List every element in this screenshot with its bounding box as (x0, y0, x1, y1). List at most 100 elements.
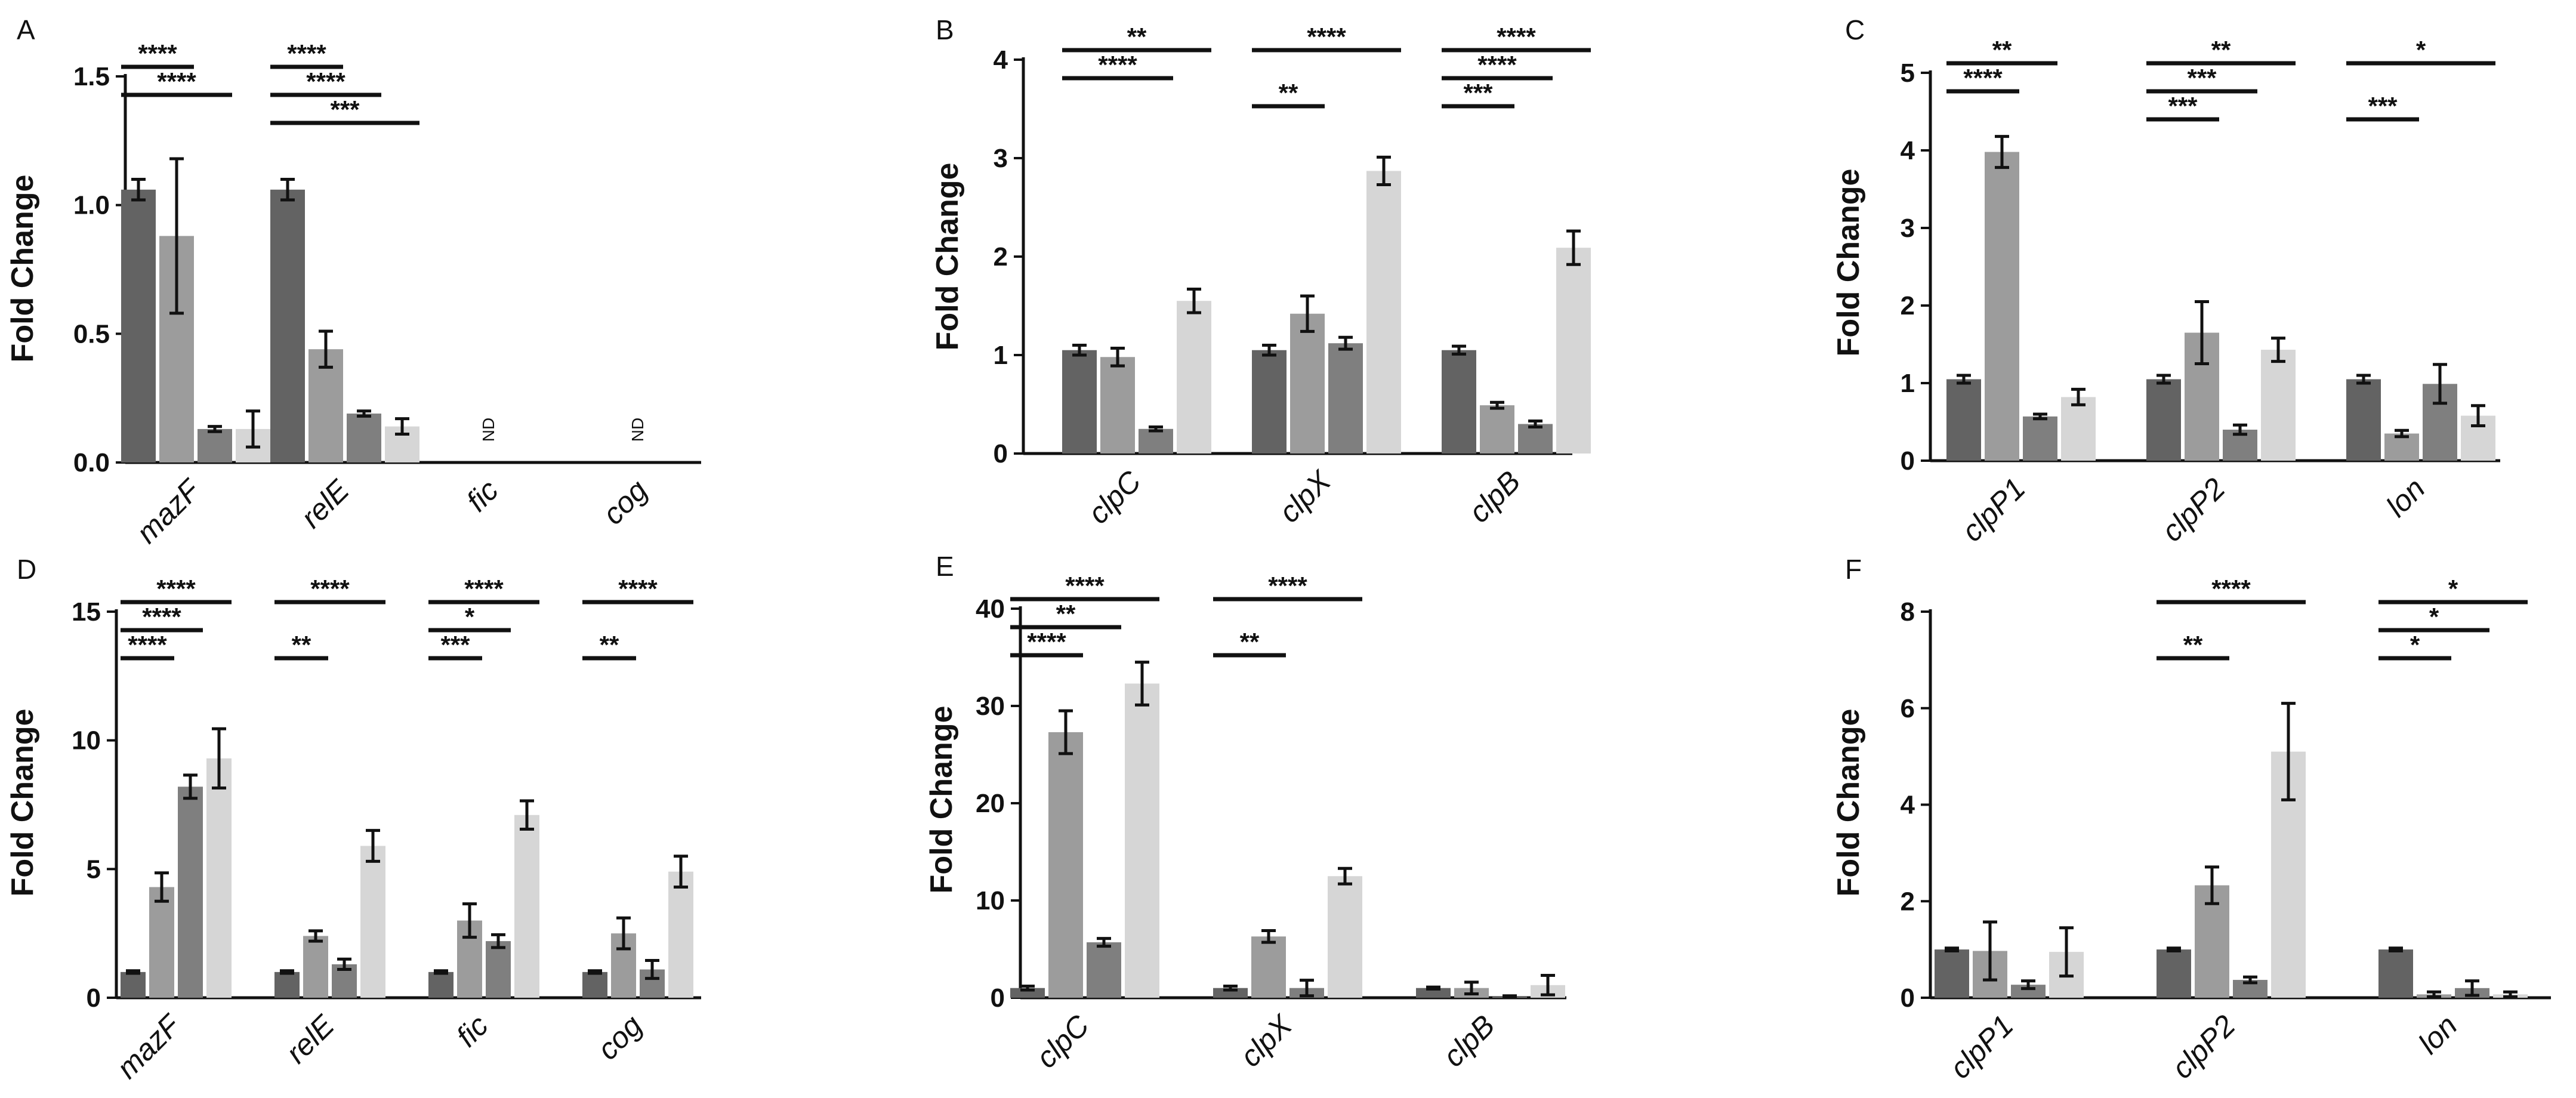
y-tick-label: 1.5 (73, 62, 110, 91)
y-tick-label: 1 (1901, 369, 1915, 398)
category-label: cog (591, 1008, 649, 1066)
significance-label: ** (2211, 36, 2231, 64)
bar (347, 414, 381, 462)
significance-label: **** (1065, 572, 1105, 600)
bar (1935, 949, 1969, 998)
category-label: lon (2412, 1008, 2464, 1060)
bar (2146, 379, 2181, 461)
significance-label: **** (138, 39, 177, 67)
bar (1366, 171, 1401, 454)
bar (274, 971, 300, 998)
y-tick-label: 0 (87, 983, 101, 1013)
significance-label: **** (464, 575, 504, 603)
y-tick-label: 5 (1901, 58, 1915, 88)
bar (1048, 732, 1083, 998)
significance-label: **** (1027, 628, 1066, 656)
y-tick-label: 10 (72, 726, 101, 755)
bar (1010, 988, 1045, 998)
panel-letter: E (936, 551, 954, 582)
significance-label: *** (2168, 92, 2198, 120)
y-tick-label: 0 (1901, 983, 1915, 1013)
y-tick-label: 2 (1901, 887, 1915, 916)
significance-label: **** (142, 603, 181, 631)
y-axis-label: Fold Change (930, 163, 965, 351)
y-tick-label: 0.5 (73, 319, 110, 348)
bar (2011, 985, 2046, 998)
bar (198, 428, 232, 462)
y-tick-label: 0 (991, 983, 1005, 1013)
significance-label: *** (2368, 92, 2398, 120)
significance-label: **** (2211, 575, 2251, 603)
bar (2346, 379, 2381, 461)
bar (428, 971, 454, 998)
bar (668, 871, 693, 998)
bar (1290, 313, 1325, 454)
y-tick-label: 6 (1901, 694, 1915, 723)
bar (1328, 343, 1363, 454)
bar (270, 189, 305, 462)
y-tick-label: 5 (87, 855, 101, 884)
bar (1416, 988, 1451, 998)
bar (2061, 397, 2096, 461)
bar (1556, 248, 1591, 454)
category-label: clpB (1462, 464, 1526, 529)
significance-label: **** (157, 67, 196, 95)
bar (178, 787, 203, 998)
significance-label: * (2416, 36, 2426, 64)
significance-label: *** (440, 631, 470, 659)
significance-label: **** (1098, 51, 1137, 79)
bar (303, 936, 328, 998)
bar (1177, 301, 1211, 454)
significance-label: ** (1992, 36, 2012, 64)
y-tick-label: 2 (1901, 291, 1915, 320)
significance-label: **** (310, 575, 350, 603)
bar (1328, 876, 1362, 998)
bar (149, 887, 174, 998)
category-label: mazF (130, 472, 208, 550)
significance-label: *** (1463, 79, 1493, 107)
significance-label: * (2410, 631, 2420, 659)
y-axis-label: Fold Change (1831, 169, 1866, 357)
significance-label: **** (1497, 23, 1536, 51)
significance-label: ** (600, 631, 619, 659)
y-axis-label: Fold Change (5, 709, 40, 897)
category-label: fic (450, 1008, 495, 1053)
y-tick-label: 1 (994, 341, 1008, 370)
significance-label: * (2448, 575, 2458, 603)
significance-label: **** (618, 575, 658, 603)
bar (360, 846, 385, 998)
panel-letter: F (1845, 554, 1862, 585)
not-detected-label: ND (628, 418, 647, 442)
category-label: clpB (1436, 1008, 1501, 1073)
y-tick-label: 3 (994, 144, 1008, 173)
panel-letter: C (1845, 14, 1865, 45)
y-tick-label: 20 (976, 789, 1005, 818)
not-detected-label: ND (479, 418, 498, 442)
bar (1139, 428, 1173, 454)
panel-letter: D (17, 554, 36, 585)
y-tick-label: 0 (994, 439, 1008, 468)
bar (1480, 405, 1514, 454)
bar (1518, 424, 1553, 454)
bar (1985, 152, 2019, 461)
significance-label: * (465, 603, 475, 631)
category-label: fic (460, 473, 505, 518)
significance-label: ** (2183, 631, 2203, 659)
bar (1946, 379, 1981, 461)
y-tick-label: 4 (1901, 136, 1915, 165)
category-label: clpC (1081, 464, 1147, 531)
category-label: clpP2 (2155, 471, 2232, 548)
bar (1252, 350, 1287, 454)
bar (1087, 942, 1121, 998)
bar (1442, 350, 1476, 454)
significance-label: ** (1056, 600, 1076, 628)
y-axis-label: Fold Change (924, 706, 959, 894)
significance-label: **** (1268, 572, 1307, 600)
category-label: relE (294, 473, 356, 535)
y-tick-label: 0 (1901, 446, 1915, 476)
